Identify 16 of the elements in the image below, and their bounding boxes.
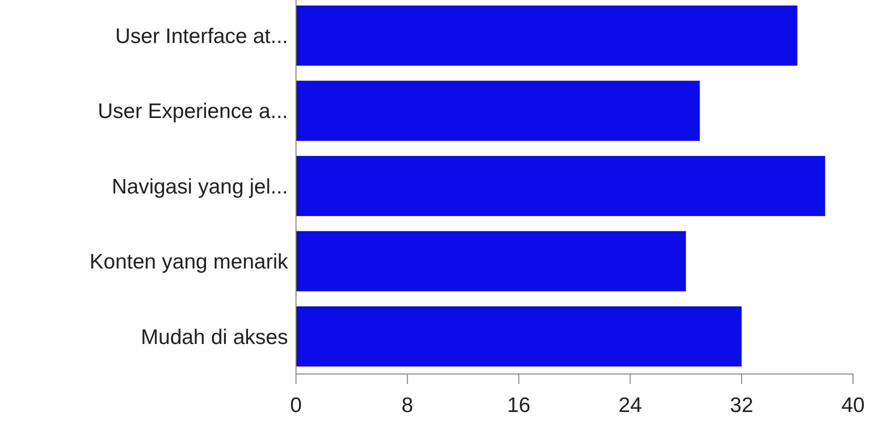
- bar: [296, 306, 742, 366]
- y-tick-label: Navigasi yang jel...: [112, 175, 288, 198]
- y-tick-label: Konten yang menarik: [90, 250, 288, 274]
- x-tick-label: 24: [618, 394, 642, 417]
- x-tick-label: 8: [402, 394, 414, 417]
- bar: [296, 80, 700, 141]
- y-tick-label: User Experience a...: [98, 100, 288, 124]
- bar: [296, 6, 798, 66]
- x-tick-label: 16: [507, 394, 530, 417]
- x-tick-label: 32: [730, 394, 754, 417]
- y-tick-label: User Interface at...: [115, 24, 288, 48]
- bar: [296, 231, 686, 292]
- y-tick-label: Mudah di akses: [140, 326, 288, 349]
- bar: [296, 156, 826, 216]
- x-tick-label: 0: [290, 394, 302, 417]
- x-tick-label: 40: [841, 394, 865, 417]
